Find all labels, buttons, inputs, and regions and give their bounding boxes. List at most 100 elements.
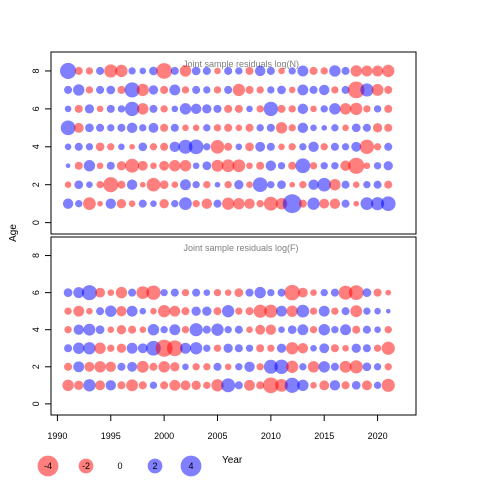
residual-bubble bbox=[329, 103, 341, 115]
residual-bubble bbox=[320, 67, 328, 75]
y-tick-label: 6 bbox=[31, 106, 41, 111]
panel-log-n: Joint sample residuals log(N) 0 2 4 6 8 bbox=[31, 51, 417, 235]
residual-bubble bbox=[83, 323, 96, 336]
x-tick-label: 1990 bbox=[47, 431, 67, 441]
y-axis-label: Age bbox=[8, 224, 19, 242]
residual-bubble bbox=[95, 142, 105, 152]
residual-bubble bbox=[310, 382, 317, 389]
residual-bubble bbox=[83, 379, 96, 392]
residual-bubble bbox=[372, 65, 384, 77]
residual-bubble bbox=[277, 85, 286, 95]
residual-bubble bbox=[126, 379, 139, 392]
residual-bubble bbox=[74, 104, 83, 113]
residual-bubble bbox=[192, 124, 200, 132]
residual-bubble bbox=[94, 342, 106, 354]
residual-bubble bbox=[246, 181, 253, 189]
residual-bubble bbox=[373, 363, 382, 371]
residual-bubble bbox=[284, 284, 300, 301]
residual-bubble bbox=[263, 196, 278, 211]
residual-bubble bbox=[149, 362, 158, 371]
residual-bubble bbox=[138, 142, 148, 152]
residual-bubble bbox=[179, 160, 192, 172]
residual-bubble bbox=[330, 288, 339, 297]
residual-bubble bbox=[266, 142, 275, 151]
residual-bubble bbox=[234, 344, 243, 353]
residual-bubble bbox=[64, 344, 73, 353]
residual-bubble bbox=[126, 305, 138, 317]
residual-bubble bbox=[286, 360, 299, 373]
residual-bubble bbox=[192, 288, 201, 297]
residual-bubble bbox=[235, 307, 243, 315]
residual-bubble bbox=[351, 141, 362, 152]
residual-bubble bbox=[160, 288, 168, 297]
residual-bubble bbox=[116, 325, 127, 335]
residual-bubble bbox=[256, 105, 264, 113]
legend-label: 2 bbox=[152, 461, 157, 471]
residual-bubble bbox=[350, 65, 362, 77]
x-tick-label: 2000 bbox=[154, 431, 174, 441]
residual-bubble bbox=[256, 199, 264, 208]
y-tick-label: 0 bbox=[31, 220, 41, 225]
residual-bubble bbox=[203, 181, 211, 189]
x-tick-label: 2005 bbox=[207, 431, 227, 441]
residual-bubble bbox=[254, 286, 266, 299]
residual-bubble bbox=[222, 305, 235, 318]
residual-bubble bbox=[62, 198, 74, 209]
residual-bubble bbox=[129, 143, 135, 150]
residual-bubble bbox=[360, 197, 374, 211]
residual-bubble bbox=[310, 289, 317, 296]
residual-bubble bbox=[84, 361, 95, 372]
residual-bubble bbox=[160, 142, 169, 151]
residual-bubble bbox=[224, 181, 232, 189]
residual-bubble bbox=[319, 380, 330, 391]
residual-bubble bbox=[339, 103, 352, 115]
residual-bubble bbox=[65, 163, 71, 169]
residual-bubble bbox=[288, 86, 296, 94]
residual-bubble bbox=[189, 323, 203, 337]
residual-bubble bbox=[277, 104, 286, 113]
residual-bubble bbox=[380, 196, 396, 212]
residual-bubble bbox=[150, 307, 157, 315]
residual-bubble bbox=[60, 62, 77, 80]
residual-bubble bbox=[351, 343, 361, 353]
residual-bubble bbox=[264, 304, 278, 318]
residual-bubble bbox=[320, 105, 328, 113]
residual-bubble bbox=[203, 289, 211, 296]
residual-bubble bbox=[224, 104, 233, 113]
residual-bubble bbox=[117, 123, 126, 132]
residual-bubble bbox=[363, 162, 371, 170]
residual-bubble bbox=[158, 361, 170, 373]
residual-bubble bbox=[107, 344, 115, 352]
residual-bubble bbox=[192, 363, 200, 371]
residual-bubble bbox=[137, 343, 148, 354]
residual-bubble bbox=[64, 362, 73, 371]
residual-bubble bbox=[373, 344, 382, 352]
residual-bubble bbox=[246, 326, 253, 333]
residual-bubble bbox=[321, 124, 328, 131]
x-tick-label: 1995 bbox=[101, 431, 121, 441]
residual-bubble bbox=[374, 326, 381, 333]
residual-bubble bbox=[224, 363, 232, 371]
residual-bubble bbox=[169, 84, 181, 96]
x-tick-label: 2020 bbox=[368, 431, 388, 441]
residual-bubble bbox=[384, 104, 393, 113]
residual-bubble bbox=[234, 381, 243, 390]
residual-bubble bbox=[74, 180, 84, 190]
residual-bubble bbox=[147, 324, 160, 336]
residual-bubble bbox=[232, 159, 246, 173]
residual-bubble bbox=[360, 83, 374, 97]
residual-bubble bbox=[331, 162, 339, 170]
residual-bubble bbox=[278, 143, 285, 151]
y-tick-label: 2 bbox=[31, 364, 41, 369]
residual-bubble bbox=[263, 359, 278, 374]
residual-bubble bbox=[340, 160, 351, 171]
residual-bubble bbox=[276, 305, 287, 317]
residual-bubble bbox=[277, 162, 286, 170]
residual-bubble bbox=[221, 159, 235, 173]
residual-bubble bbox=[288, 67, 296, 75]
residual-bubble bbox=[331, 124, 339, 132]
residual-bubble bbox=[210, 140, 225, 154]
residual-bubble bbox=[288, 105, 296, 113]
residual-bubble bbox=[235, 67, 243, 75]
residual-bubble bbox=[105, 380, 116, 391]
